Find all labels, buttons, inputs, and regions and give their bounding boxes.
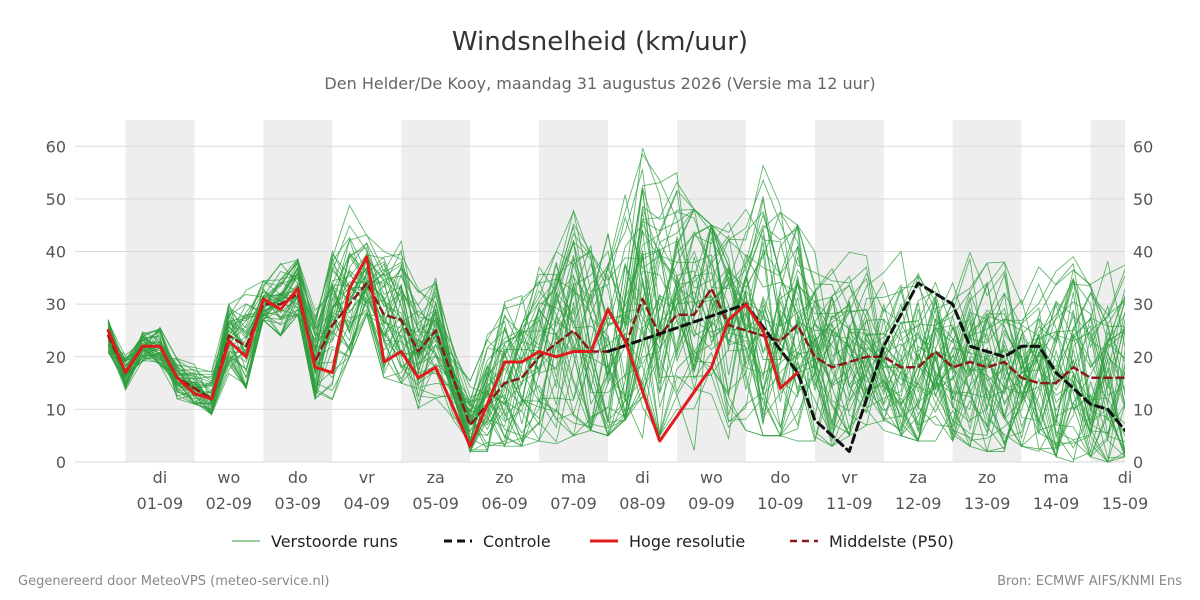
y-tick-right: 50 bbox=[1133, 190, 1153, 209]
y-tick-left: 60 bbox=[46, 137, 66, 156]
x-tick-day: wo bbox=[217, 468, 240, 487]
ensemble-member-line bbox=[107, 225, 1125, 448]
x-tick-date: 13-09 bbox=[964, 494, 1011, 513]
x-tick-day: za bbox=[909, 468, 927, 487]
legend-label-middelste-p50: Middelste (P50) bbox=[829, 532, 954, 551]
x-tick-day: ma bbox=[561, 468, 586, 487]
legend: Verstoorde runs Controle Hoge resolutie … bbox=[232, 532, 954, 551]
ensemble-member-line bbox=[107, 163, 1125, 461]
chart-title: Windsnelheid (km/uur) bbox=[452, 27, 748, 57]
x-tick-day: di bbox=[153, 468, 168, 487]
ensemble-member-line bbox=[107, 225, 1125, 459]
series-line-middelste-p50 bbox=[106, 281, 1125, 427]
legend-item-hoge-resolutie: Hoge resolutie bbox=[590, 532, 745, 551]
x-tick-date: 07-09 bbox=[550, 494, 597, 513]
x-tick-day: ma bbox=[1043, 468, 1068, 487]
x-tick-day: za bbox=[427, 468, 445, 487]
legend-label-hoge-resolutie: Hoge resolutie bbox=[629, 532, 745, 551]
ensemble-member-line bbox=[107, 211, 1125, 453]
y-tick-right: 20 bbox=[1133, 348, 1153, 367]
x-tick-date: 05-09 bbox=[412, 494, 459, 513]
ensemble-member-line bbox=[107, 281, 1125, 448]
x-tick-date: 08-09 bbox=[619, 494, 666, 513]
x-tick-date: 12-09 bbox=[895, 494, 942, 513]
y-tick-left: 10 bbox=[46, 400, 66, 419]
x-tick-day: di bbox=[1118, 468, 1133, 487]
main-series-lines bbox=[106, 255, 1125, 453]
legend-item-verstoorde-runs: Verstoorde runs bbox=[232, 532, 398, 551]
y-tick-left: 0 bbox=[56, 453, 66, 472]
y-tick-left: 30 bbox=[46, 295, 66, 314]
night-band bbox=[125, 120, 195, 462]
legend-label-verstoorde-runs: Verstoorde runs bbox=[271, 532, 398, 551]
x-tick-date: 10-09 bbox=[757, 494, 804, 513]
y-tick-right: 0 bbox=[1133, 453, 1143, 472]
y-tick-right: 30 bbox=[1133, 295, 1153, 314]
x-tick-date: 04-09 bbox=[343, 494, 390, 513]
footer-source: Bron: ECMWF AIFS/KNMI Ens bbox=[997, 574, 1182, 589]
x-tick-date: 11-09 bbox=[826, 494, 873, 513]
x-tick-date: 06-09 bbox=[481, 494, 528, 513]
x-tick-day: zo bbox=[978, 468, 996, 487]
x-tick-date: 09-09 bbox=[688, 494, 735, 513]
footer-generated-by: Gegenereerd door MeteoVPS (meteo-service… bbox=[18, 574, 329, 589]
x-tick-day: vr bbox=[841, 468, 857, 487]
y-tick-left: 40 bbox=[46, 243, 66, 262]
x-tick-day: do bbox=[288, 468, 308, 487]
ensemble-member-line bbox=[107, 240, 1125, 435]
x-axis-ticks: di 01-09 wo 02-09 do 03-09 vr 04-09 za 05-09 zo 06-… bbox=[137, 468, 1149, 513]
legend-item-middelste-p50: Middelste (P50) bbox=[790, 532, 954, 551]
ensemble-member-line bbox=[107, 208, 1125, 463]
y-tick-left: 50 bbox=[46, 190, 66, 209]
ensemble-member-line bbox=[107, 223, 1125, 456]
y-tick-right: 10 bbox=[1133, 400, 1153, 419]
y-axis-ticks: 0 0 10 10 20 20 30 30 40 40 50 50 60 60 bbox=[46, 137, 1154, 472]
ensemble-member-line bbox=[107, 187, 1125, 448]
series-line-controle bbox=[606, 281, 1125, 453]
y-tick-right: 40 bbox=[1133, 243, 1153, 262]
ensemble-member-line bbox=[107, 189, 1125, 444]
y-tick-right: 60 bbox=[1133, 137, 1153, 156]
x-tick-day: wo bbox=[700, 468, 723, 487]
ensemble-member-line bbox=[107, 250, 1125, 464]
chart-subtitle: Den Helder/De Kooy, maandag 31 augustus … bbox=[324, 74, 875, 93]
x-tick-date: 14-09 bbox=[1033, 494, 1080, 513]
x-tick-day: zo bbox=[496, 468, 514, 487]
ensemble-member-line bbox=[107, 153, 1125, 454]
x-tick-date: 01-09 bbox=[137, 494, 184, 513]
series-line-hoge-resolutie bbox=[106, 255, 800, 448]
x-tick-date: 02-09 bbox=[206, 494, 253, 513]
x-tick-date: 03-09 bbox=[275, 494, 322, 513]
x-tick-day: di bbox=[635, 468, 650, 487]
legend-label-controle: Controle bbox=[483, 532, 551, 551]
x-tick-date: 15-09 bbox=[1102, 494, 1149, 513]
x-tick-day: do bbox=[770, 468, 790, 487]
ensemble-member-line bbox=[107, 169, 1125, 463]
y-tick-left: 20 bbox=[46, 348, 66, 367]
legend-item-controle: Controle bbox=[444, 532, 551, 551]
x-tick-day: vr bbox=[359, 468, 375, 487]
